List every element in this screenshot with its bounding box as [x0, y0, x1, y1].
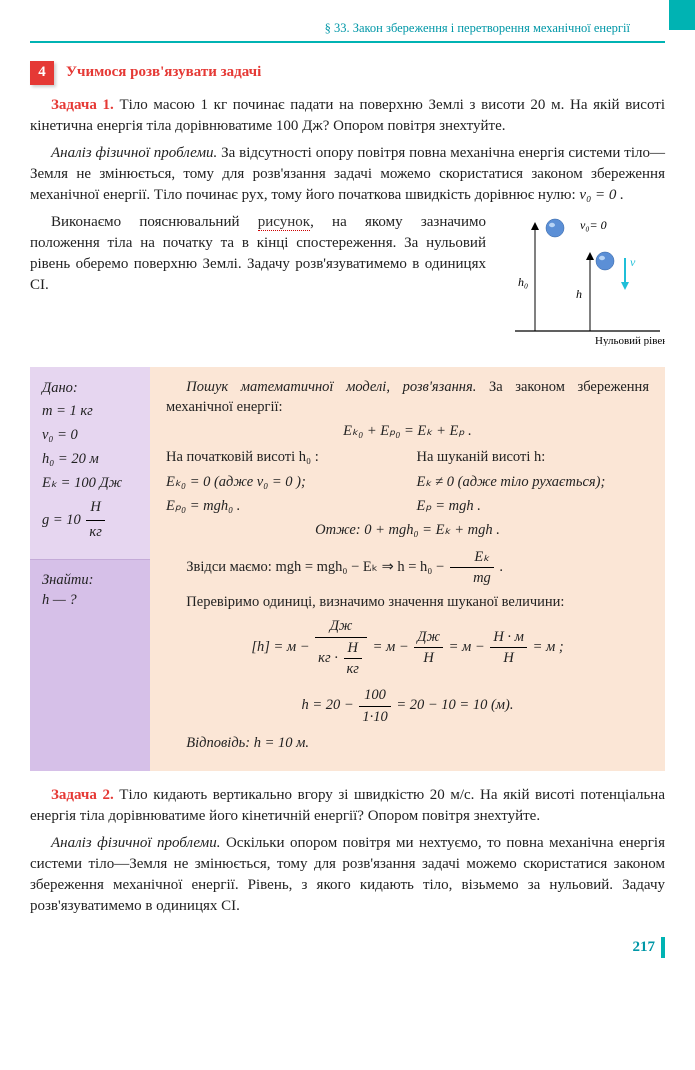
svg-text:v⃗: v⃗	[630, 255, 645, 269]
task1-analysis-para1: Аналіз фізичної проблеми. За відсутності…	[30, 143, 665, 206]
problem-diagram: v₀= 0 v⃗ h₀ h Нульовий рівень	[500, 212, 665, 353]
svg-text:h: h	[576, 287, 582, 301]
given-block: Дано: m = 1 кг v₀ = 0 h₀ = 20 м Eₖ = 100…	[30, 367, 150, 559]
task1-statement: Задача 1. Тіло масою 1 кг починає падати…	[30, 95, 665, 137]
svg-text:v₀= 0: v₀= 0	[580, 218, 607, 232]
page-side-tab	[669, 0, 695, 30]
svg-text:h₀: h₀	[518, 275, 528, 289]
answer: Відповідь: h = 10 м.	[166, 733, 649, 753]
task2-statement: Задача 2. Тіло кидають вертикально вгору…	[30, 785, 665, 827]
unit-check: [h] = м − Дж кг · Н кг = м − ДжН = м − Н…	[166, 616, 649, 679]
solution-panel: Дано: m = 1 кг v₀ = 0 h₀ = 20 м Eₖ = 100…	[30, 367, 665, 772]
section-number-badge: 4	[30, 61, 54, 85]
section-title: Учимося розв'язувати задачі	[66, 62, 261, 83]
task2-analysis: Аналіз фізичної проблеми. Оскільки опоро…	[30, 833, 665, 917]
svg-text:Нульовий рівень: Нульовий рівень	[595, 335, 665, 346]
numeric-calc: h = 20 − 1001·10 = 20 − 10 = 10 (м).	[166, 685, 649, 727]
solution-body: Пошук математичної моделі, розв'язання. …	[150, 367, 665, 772]
task1-analysis-para2: Виконаємо пояснювальний рисунок, на яком…	[30, 212, 486, 296]
task2-label: Задача 2.	[51, 787, 114, 803]
section-heading: 4 Учимося розв'язувати задачі	[30, 61, 665, 85]
task1-label: Задача 1.	[51, 97, 114, 113]
figure-link[interactable]: рисунок	[258, 214, 310, 231]
find-block: Знайти: h — ?	[30, 559, 150, 771]
chapter-header: § 33. Закон збереження і перетворення ме…	[30, 20, 665, 43]
page-number: 217	[633, 937, 666, 958]
